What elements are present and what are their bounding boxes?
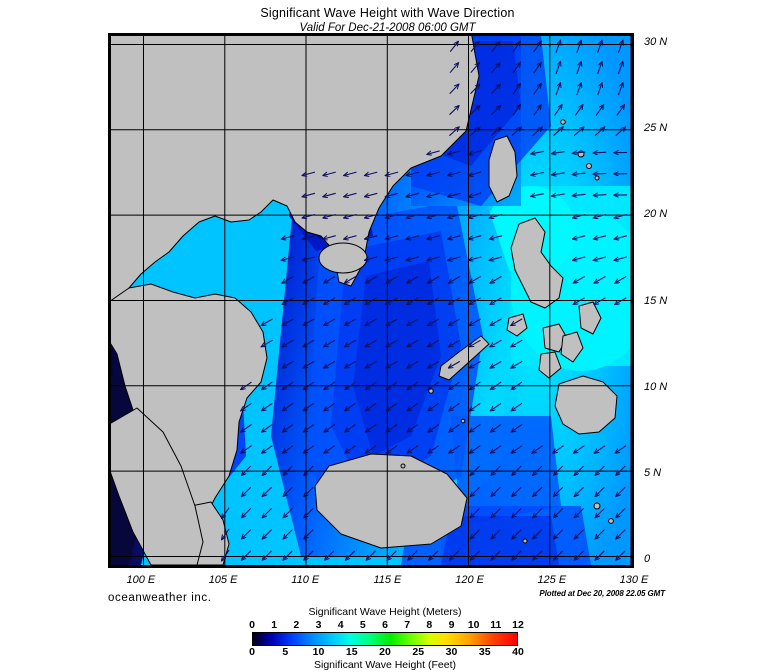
x-tick-label: 100 E	[127, 574, 156, 586]
colorbar-tick-meters: 7	[404, 619, 410, 631]
colorbar-tick-meters: 4	[338, 619, 344, 631]
colorbar-tick-meters: 12	[512, 619, 524, 631]
y-tick-label: 15 N	[644, 295, 667, 307]
colorbar-tick-meters: 8	[426, 619, 432, 631]
colorbar-tick-feet: 20	[379, 646, 391, 658]
y-tick-label: 0	[644, 553, 650, 565]
x-tick-label: 105 E	[209, 574, 238, 586]
y-tick-label: 20 N	[644, 208, 667, 220]
colorbar-tick-meters: 1	[271, 619, 277, 631]
colorbar-tick-meters: 2	[293, 619, 299, 631]
colorbar-title-meters: Significant Wave Height (Meters)	[252, 606, 518, 619]
wave-height-map	[111, 36, 631, 565]
title-block: Significant Wave Height with Wave Direct…	[0, 6, 775, 35]
y-tick-label: 5 N	[644, 467, 661, 479]
colorbar-title-feet: Significant Wave Height (Feet)	[252, 659, 518, 672]
x-tick-label: 130 E	[620, 574, 649, 586]
x-tick-label: 125 E	[537, 574, 566, 586]
colorbar: Significant Wave Height (Meters) 0 1 2 3 4 5 6…	[252, 606, 518, 672]
y-tick-label: 25 N	[644, 122, 667, 134]
colorbar-tick-meters: 0	[249, 619, 255, 631]
colorbar-tick-feet: 40	[512, 646, 524, 658]
colorbar-tick-feet: 5	[282, 646, 288, 658]
colorbar-tick-meters: 5	[360, 619, 366, 631]
page-title: Significant Wave Height with Wave Direct…	[0, 6, 775, 21]
colorbar-tick-feet: 15	[346, 646, 358, 658]
x-tick-label: 115 E	[373, 574, 401, 586]
colorbar-tick-feet: 0	[249, 646, 255, 658]
credit-oceanweather: oceanweather inc.	[108, 592, 212, 604]
colorbar-tick-meters: 6	[382, 619, 388, 631]
colorbar-tick-meters: 9	[449, 619, 455, 631]
colorbar-tick-feet: 25	[412, 646, 424, 658]
credit-plotted-at: Plotted at Dec 20, 2008 22.05 GMT	[539, 589, 665, 598]
colorbar-tick-meters: 3	[316, 619, 322, 631]
map-plot-frame	[108, 33, 634, 568]
colorbar-gradient	[252, 632, 518, 646]
y-tick-label: 10 N	[644, 381, 667, 393]
colorbar-tick-meters: 10	[468, 619, 480, 631]
x-tick-label: 110 E	[291, 574, 319, 586]
colorbar-tick-feet: 35	[479, 646, 491, 658]
colorbar-tick-feet: 30	[446, 646, 458, 658]
y-tick-label: 30 N	[644, 36, 667, 48]
x-tick-label: 120 E	[455, 574, 484, 586]
colorbar-tick-feet: 10	[313, 646, 325, 658]
colorbar-tick-meters: 11	[490, 619, 501, 631]
